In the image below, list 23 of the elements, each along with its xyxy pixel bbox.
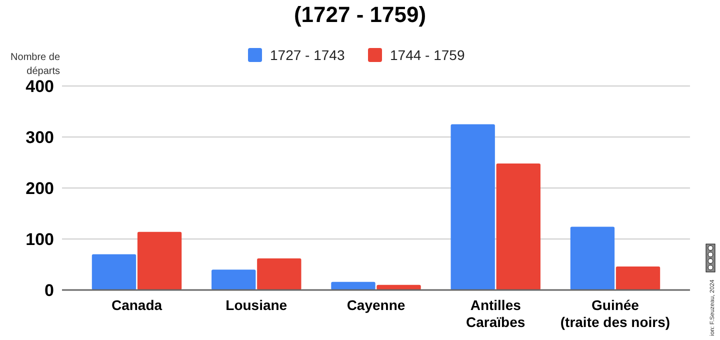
bar xyxy=(257,258,302,290)
x-tick-label: Antilles Caraïbes xyxy=(466,297,526,330)
bar xyxy=(450,124,495,290)
y-tick-label: 0 xyxy=(44,280,54,300)
bar xyxy=(92,254,136,290)
bar xyxy=(496,164,540,290)
bar xyxy=(212,270,256,290)
bar xyxy=(137,232,182,290)
y-tick-label: 400 xyxy=(26,76,54,96)
x-tick-label: Lousiane xyxy=(226,297,288,313)
bar xyxy=(616,266,660,290)
legend-label: 1727 - 1743 xyxy=(270,46,345,63)
x-tick-label: Canada xyxy=(111,297,162,313)
y-tick-label: 300 xyxy=(26,128,54,147)
y-axis-title: Nombre de départs xyxy=(10,52,60,77)
bar xyxy=(331,282,376,290)
y-tick-label: 200 xyxy=(26,178,54,198)
y-tick-label: 100 xyxy=(26,230,54,249)
chart-title: (1727 - 1759) xyxy=(294,2,426,27)
x-tick-label: Guinée (traite des noirs) xyxy=(560,297,670,330)
legend-label: 1744 - 1759 xyxy=(390,46,465,63)
x-tick-label: Cayenne xyxy=(346,297,406,313)
bar xyxy=(570,226,615,290)
